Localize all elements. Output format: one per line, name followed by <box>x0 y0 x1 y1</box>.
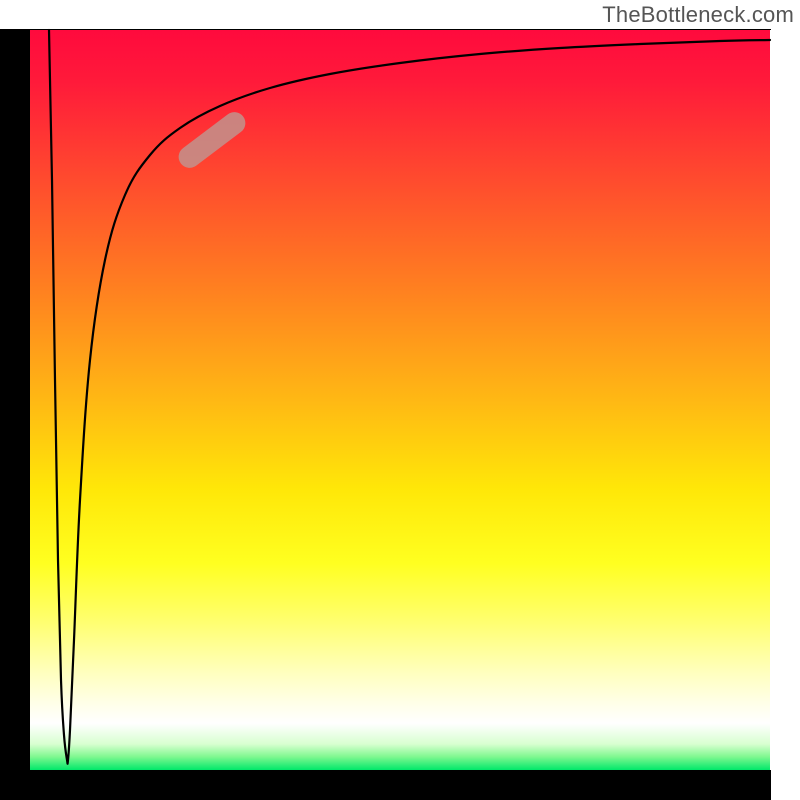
chart-svg <box>0 0 800 800</box>
plot-background <box>30 30 770 770</box>
chart-container: TheBottleneck.com <box>0 0 800 800</box>
watermark-text: TheBottleneck.com <box>602 2 794 28</box>
